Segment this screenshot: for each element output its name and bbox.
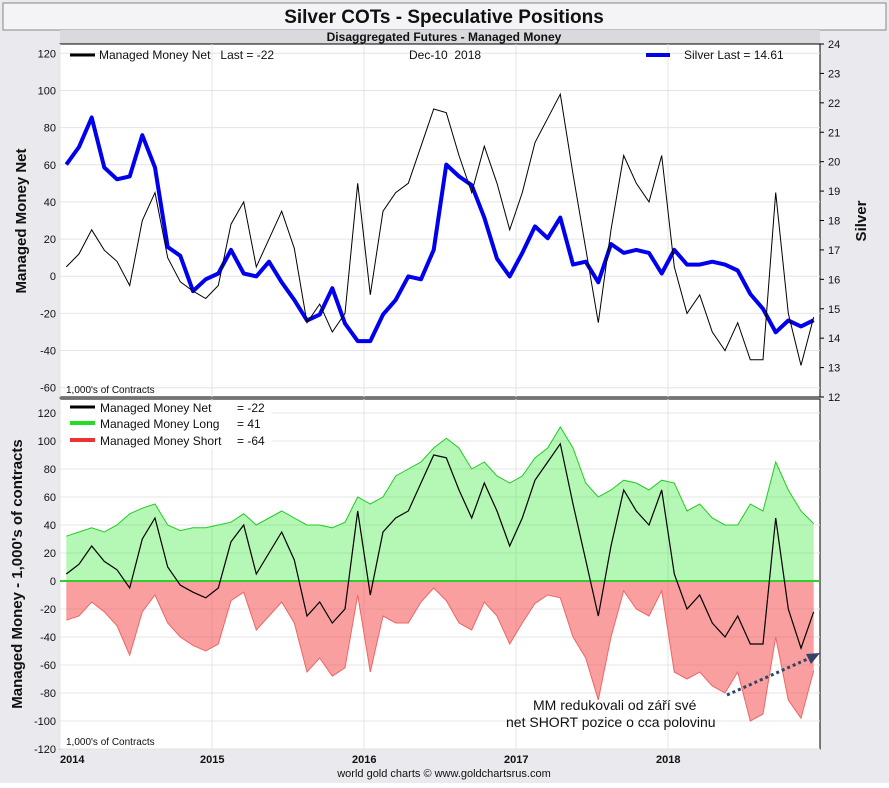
top-right-ylabel: Silver [853, 200, 870, 241]
legend-value-long: = 41 [237, 417, 261, 431]
bottom-ylabel: Managed Money - 1,000's of contracts [9, 439, 26, 708]
mm-long-area [66, 427, 814, 581]
bottom-tick-label: -40 [40, 632, 56, 644]
legend-label-net: Managed Money Net [100, 401, 212, 415]
bottom-tick-label: -120 [34, 744, 56, 756]
bottom-tick-label: 60 [44, 492, 56, 504]
top-left-tick-label: -40 [40, 346, 56, 358]
top-left-tick-label: 120 [38, 48, 56, 60]
date-label: Dec-10 2018 [409, 48, 481, 62]
top-right-tick-label: 24 [828, 39, 840, 51]
legend-label-long: Managed Money Long [100, 417, 219, 431]
annotation-line-1: MM redukovali od září své [533, 697, 697, 713]
mm-net-line-top [65, 92, 815, 366]
chart-subtitle: Disaggregated Futures - Managed Money [327, 30, 562, 44]
x-year-label: 2018 [656, 754, 680, 766]
top-right-tick-label: 16 [828, 274, 840, 286]
top-left-ylabel: Managed Money Net [13, 148, 30, 293]
top-left-tick-label: 100 [38, 85, 56, 97]
top-right-tick-label: 15 [828, 304, 840, 316]
legend-value-short: = -64 [237, 434, 265, 448]
top-right-tick-label: 22 [828, 98, 840, 110]
x-year-label: 2015 [200, 754, 224, 766]
top-right-tick-label: 21 [828, 127, 840, 139]
top-right-tick-label: 20 [828, 157, 840, 169]
bottom-tick-label: 40 [44, 520, 56, 532]
top-left-tick-label: -60 [40, 383, 56, 395]
bottom-tick-label: -80 [40, 688, 56, 700]
bottom-tick-label: 20 [44, 548, 56, 560]
top-right-tick-label: 23 [828, 68, 840, 80]
bottom-tick-label: 0 [50, 576, 56, 588]
top-right-tick-label: 18 [828, 216, 840, 228]
top-right-tick-label: 17 [828, 245, 840, 257]
mm-short-area [66, 581, 814, 721]
annotation-line-2: net SHORT pozice o cca polovinu [506, 714, 716, 730]
top-units-note: 1,000's of Contracts [66, 385, 155, 396]
top-left-tick-label: 60 [44, 160, 56, 172]
bottom-tick-label: -60 [40, 660, 56, 672]
top-left-tick-label: -20 [40, 308, 56, 320]
mm-short-edge [66, 587, 815, 722]
legend-label-mm-net: Managed Money Net Last = -22 [99, 48, 274, 62]
top-right-tick-label: 19 [828, 186, 840, 198]
bottom-tick-label: 80 [44, 464, 56, 476]
legend-value-net: = -22 [237, 401, 265, 415]
x-year-label: 2016 [352, 754, 376, 766]
mm-net-line-bottom [65, 442, 815, 651]
legend-label-silver: Silver Last = 14.61 [684, 48, 784, 62]
chart-title: Silver COTs - Speculative Positions [284, 7, 604, 28]
legend-label-short: Managed Money Short [100, 434, 222, 448]
annotation-arrowhead [806, 653, 820, 664]
top-left-tick-label: 0 [50, 271, 56, 283]
x-year-label: 2014 [60, 754, 85, 766]
top-right-tick-label: 12 [828, 392, 840, 404]
silver-price-line [64, 115, 815, 344]
footer-credit: world gold charts © www.goldchartsrus.co… [336, 768, 551, 780]
top-right-tick-label: 14 [828, 333, 840, 345]
bottom-tick-label: 100 [38, 436, 56, 448]
top-left-tick-label: 80 [44, 123, 56, 135]
top-right-tick-label: 13 [828, 363, 840, 375]
top-left-tick-label: 40 [44, 197, 56, 209]
x-year-label: 2017 [504, 754, 528, 766]
bottom-tick-label: 120 [38, 408, 56, 420]
bottom-tick-label: -20 [40, 604, 56, 616]
bottom-units-note: 1,000's of Contracts [66, 737, 155, 748]
bottom-tick-label: -100 [34, 716, 56, 728]
mm-long-edge [66, 426, 815, 537]
top-left-tick-label: 20 [44, 234, 56, 246]
